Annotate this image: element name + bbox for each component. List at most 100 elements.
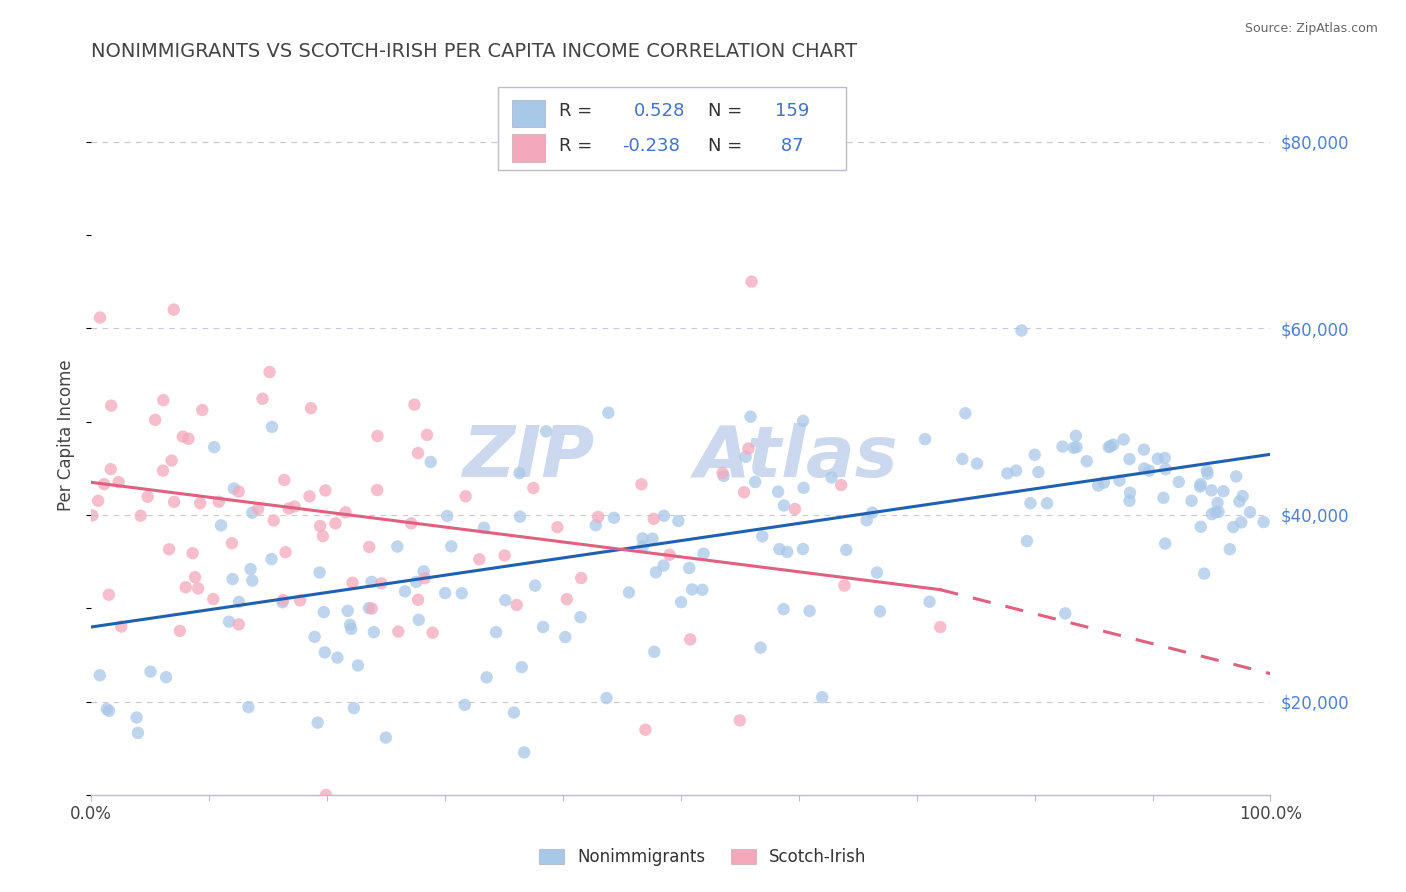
Point — [811, 690, 834, 705]
Point — [918, 595, 941, 609]
Point — [263, 513, 285, 527]
Point — [181, 546, 204, 560]
Point — [440, 539, 463, 553]
Point — [136, 490, 159, 504]
Point — [82, 508, 104, 523]
Point — [1154, 462, 1177, 476]
Point — [143, 413, 166, 427]
FancyBboxPatch shape — [498, 87, 846, 169]
Point — [1092, 475, 1115, 490]
Point — [273, 473, 295, 487]
Point — [312, 605, 335, 619]
Point — [387, 540, 409, 554]
Point — [340, 622, 363, 636]
Point — [631, 532, 654, 546]
Point — [221, 572, 243, 586]
Point — [641, 532, 664, 546]
FancyBboxPatch shape — [512, 100, 546, 128]
Point — [630, 477, 652, 491]
Point — [666, 514, 689, 528]
Point — [343, 701, 366, 715]
Point — [336, 604, 359, 618]
Point — [1137, 464, 1160, 478]
Point — [416, 428, 439, 442]
Point — [534, 425, 557, 439]
Point — [598, 406, 620, 420]
Point — [692, 582, 714, 597]
Point — [1028, 465, 1050, 479]
Point — [129, 508, 152, 523]
Point — [652, 508, 675, 523]
Point — [1154, 536, 1177, 550]
Point — [326, 650, 349, 665]
Text: N =: N = — [709, 103, 742, 120]
Point — [772, 602, 794, 616]
Point — [247, 502, 270, 516]
Point — [1019, 496, 1042, 510]
Point — [1098, 440, 1121, 454]
Point — [768, 542, 790, 557]
Point — [1212, 484, 1234, 499]
Point — [1133, 461, 1156, 475]
Point — [830, 478, 852, 492]
Point — [309, 519, 332, 533]
Point — [89, 310, 111, 325]
Point — [259, 365, 281, 379]
Point — [509, 509, 531, 524]
Point — [1063, 441, 1085, 455]
Point — [569, 610, 592, 624]
Point — [394, 584, 416, 599]
Point — [1108, 474, 1130, 488]
Point — [202, 440, 225, 454]
Point — [652, 558, 675, 573]
Point — [152, 464, 174, 478]
Point — [569, 571, 592, 585]
Text: 0.528: 0.528 — [634, 103, 685, 120]
Point — [1225, 469, 1247, 483]
Point — [284, 500, 307, 514]
Point — [1189, 477, 1212, 491]
Point — [271, 595, 294, 609]
Point — [163, 495, 186, 509]
Text: NONIMMIGRANTS VS SCOTCH-IRISH PER CAPITA INCOME CORRELATION CHART: NONIMMIGRANTS VS SCOTCH-IRISH PER CAPITA… — [91, 42, 858, 61]
Point — [914, 432, 936, 446]
Point — [1232, 489, 1254, 503]
Point — [342, 575, 364, 590]
Point — [406, 592, 429, 607]
Point — [274, 545, 297, 559]
Point — [315, 788, 337, 802]
Point — [1146, 451, 1168, 466]
Point — [586, 509, 609, 524]
Point — [678, 561, 700, 575]
Point — [776, 545, 799, 559]
Point — [820, 470, 842, 484]
Point — [531, 620, 554, 634]
Point — [692, 547, 714, 561]
Point — [160, 453, 183, 467]
Point — [366, 483, 388, 497]
Point — [110, 619, 132, 633]
Point — [260, 552, 283, 566]
Point — [1189, 480, 1212, 494]
Point — [405, 574, 427, 589]
Point — [1064, 429, 1087, 443]
Point — [240, 506, 263, 520]
Point — [228, 484, 250, 499]
Point — [1005, 464, 1028, 478]
Point — [1230, 516, 1253, 530]
Point — [855, 513, 877, 527]
Point — [503, 706, 526, 720]
Point — [191, 403, 214, 417]
Point — [299, 401, 322, 416]
Point — [728, 714, 751, 728]
Point — [711, 466, 734, 480]
Point — [733, 485, 755, 500]
Point — [834, 578, 856, 592]
Point — [1052, 440, 1074, 454]
Point — [741, 275, 763, 289]
Point — [152, 393, 174, 408]
Point — [125, 710, 148, 724]
Point — [208, 494, 231, 508]
Point — [374, 731, 396, 745]
Point — [603, 510, 626, 524]
